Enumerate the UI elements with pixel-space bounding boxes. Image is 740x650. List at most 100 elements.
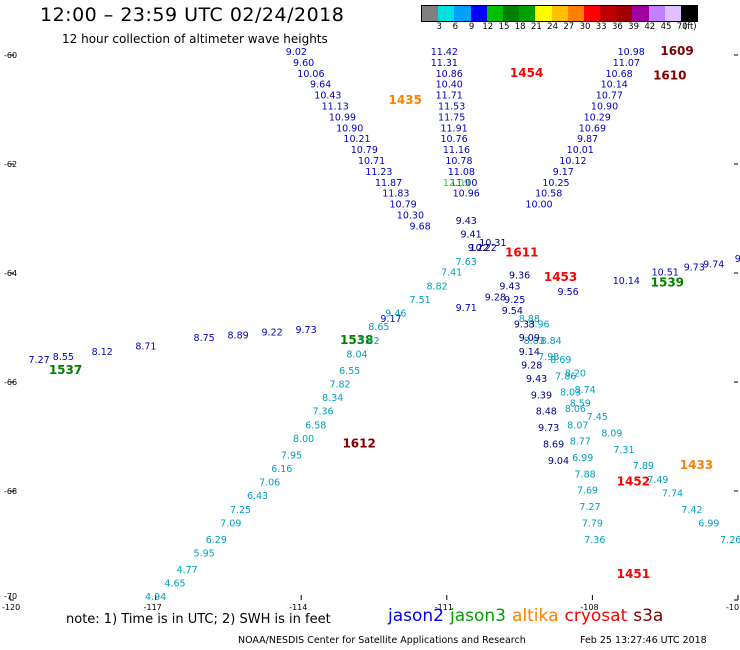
wave-height-value: 10.43 bbox=[314, 91, 341, 102]
wave-height-value: 10.06 bbox=[297, 69, 324, 80]
wave-height-value: 6.99 bbox=[572, 453, 593, 464]
wave-height-value: 11.08 bbox=[448, 167, 475, 178]
wave-height-value: 7.98 bbox=[538, 352, 559, 363]
wave-height-value: 8.82 bbox=[427, 281, 448, 292]
wave-height-value: 10.00 bbox=[525, 200, 552, 211]
pass-time-label: 1451 bbox=[617, 567, 650, 581]
wave-height-value: 6.43 bbox=[247, 491, 268, 502]
wave-height-value: 7.74 bbox=[662, 488, 683, 499]
wave-height-value: 10.99 bbox=[329, 112, 356, 123]
lat-label: -62 bbox=[4, 160, 17, 169]
wave-height-value: 9.54 bbox=[502, 306, 523, 317]
wave-height-value: 9.73 bbox=[295, 325, 316, 336]
pass-time-label: 1612 bbox=[342, 436, 375, 450]
wave-height-value: 9.43 bbox=[456, 216, 477, 227]
wave-height-value: 10.58 bbox=[535, 189, 562, 200]
wave-height-value: 7.69 bbox=[577, 486, 598, 497]
wave-height-value: 7.36 bbox=[584, 535, 605, 546]
wave-height-value: 10.14 bbox=[613, 276, 640, 287]
note-text: note: 1) Time is in UTC; 2) SWH is in fe… bbox=[66, 612, 331, 627]
lon-label: -114 bbox=[289, 603, 307, 612]
wave-height-value: 10.12 bbox=[559, 156, 586, 167]
wave-height-value: 9.39 bbox=[531, 390, 552, 401]
wave-height-value: 7.49 bbox=[647, 475, 668, 486]
wave-height-value: 9.71 bbox=[456, 303, 477, 314]
wave-height-value: 8.96 bbox=[528, 320, 549, 331]
color-scale-label: 70 bbox=[676, 22, 688, 32]
lat-label: -68 bbox=[4, 487, 17, 496]
color-swatch bbox=[422, 6, 439, 21]
wave-height-value: 10.68 bbox=[605, 69, 632, 80]
wave-height-value: 4.94 bbox=[145, 592, 166, 603]
color-scale-label: (ft) bbox=[683, 22, 697, 32]
lat-label: -66 bbox=[4, 378, 17, 387]
wave-height-value: 9.09 bbox=[519, 333, 540, 344]
color-scale-label: 30 bbox=[579, 22, 591, 32]
chart-subtitle: 12 hour collection of altimeter wave hei… bbox=[62, 32, 328, 46]
color-swatch bbox=[616, 6, 633, 21]
wave-height-value: 8.88 bbox=[519, 314, 540, 325]
wave-height-value: 9.73 bbox=[538, 423, 559, 434]
wave-height-value: 7.95 bbox=[281, 450, 302, 461]
wave-height-value: 10.79 bbox=[390, 200, 417, 211]
legend-item: altika bbox=[512, 606, 559, 626]
wave-height-value: 9.33 bbox=[514, 320, 535, 331]
wave-height-value: 7.89 bbox=[633, 461, 654, 472]
wave-height-value: 10.69 bbox=[579, 123, 606, 134]
wave-height-value: 11.31 bbox=[431, 58, 458, 69]
color-scale-label: 45 bbox=[660, 22, 672, 32]
wave-height-value: 11.42 bbox=[431, 47, 458, 58]
wave-height-value: 10.76 bbox=[440, 134, 467, 145]
wave-height-value: 8.20 bbox=[565, 369, 586, 380]
wave-height-value: 6.55 bbox=[339, 366, 360, 377]
color-scale-label: 6 bbox=[452, 22, 459, 32]
color-scale-label: 18 bbox=[514, 22, 526, 32]
color-scale-label: 39 bbox=[628, 22, 640, 32]
color-scale-label: 12 bbox=[482, 22, 494, 32]
altimeter-map: -60 -62 -64 -66 -68 -70 -120 -117 -114 -111 -108 -1… bbox=[2, 44, 740, 612]
pass-time-label: 1538 bbox=[340, 333, 373, 347]
pass-time-label: 1539 bbox=[651, 276, 684, 290]
wave-height-value: 9.46 bbox=[385, 309, 406, 320]
wave-height-value: 9.56 bbox=[558, 287, 579, 298]
color-swatch bbox=[438, 6, 455, 21]
wave-height-value: 12.09 bbox=[443, 178, 470, 189]
wave-height-value: 10.86 bbox=[436, 69, 463, 80]
wave-height-value: 7.26 bbox=[720, 535, 740, 546]
wave-height-value: 10.78 bbox=[445, 156, 472, 167]
wave-height-value: 8.69 bbox=[543, 439, 564, 450]
wave-height-value: 9.43 bbox=[499, 281, 520, 292]
wave-height-value: 6.58 bbox=[305, 420, 326, 431]
satellite-legend: jason2 jason3 altika cryosat s3a bbox=[388, 606, 669, 626]
wave-height-value: 8.12 bbox=[92, 347, 113, 358]
wave-height-value: 7.63 bbox=[456, 257, 477, 268]
wave-height-value: 9.14 bbox=[519, 347, 540, 358]
wave-height-value: 10.22 bbox=[470, 243, 497, 254]
wave-height-value: 4.77 bbox=[177, 565, 198, 576]
wave-height-value: 7.45 bbox=[587, 412, 608, 423]
wave-height-value: 7.41 bbox=[441, 268, 462, 279]
wave-height-value: 6.29 bbox=[206, 535, 227, 546]
wave-height-value: 11.16 bbox=[443, 145, 470, 156]
wave-height-value: 8.03 bbox=[560, 388, 581, 399]
color-swatch bbox=[519, 6, 536, 21]
wave-height-value: 8.09 bbox=[601, 429, 622, 440]
wave-height-value: 8.71 bbox=[135, 341, 156, 352]
wave-height-value: 9.70 bbox=[735, 254, 740, 265]
lon-label: -111 bbox=[435, 603, 453, 612]
wave-height-value: 7.25 bbox=[230, 505, 251, 516]
wave-height-value: 10.77 bbox=[596, 91, 623, 102]
wave-height-value: 9.17 bbox=[380, 314, 401, 325]
legend-item: cryosat bbox=[564, 606, 628, 626]
wave-height-value: 7.88 bbox=[575, 469, 596, 480]
wave-height-value: 9.25 bbox=[504, 295, 525, 306]
wave-height-value: 11.13 bbox=[322, 102, 349, 113]
wave-height-value: 8.69 bbox=[550, 355, 571, 366]
wave-height-value: 9.28 bbox=[521, 360, 542, 371]
lon-label: -120 bbox=[2, 603, 20, 612]
color-scale-label: 21 bbox=[530, 22, 542, 32]
wave-height-value: 10.90 bbox=[336, 123, 363, 134]
wave-height-value: 10.25 bbox=[542, 178, 569, 189]
wave-height-value: 9.41 bbox=[460, 230, 481, 241]
wave-height-value: 8.83 bbox=[524, 336, 545, 347]
